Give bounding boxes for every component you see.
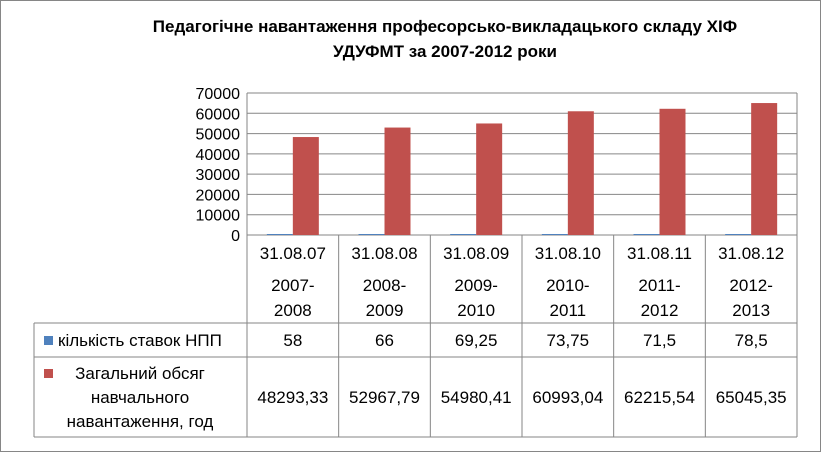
category-year-label: 2009 bbox=[366, 301, 404, 320]
y-tick-label: 60000 bbox=[196, 106, 241, 123]
series-name-label: кількість ставок НПП bbox=[58, 331, 222, 350]
category-date-label: 31.08.11 bbox=[627, 244, 692, 263]
bar-obsyag bbox=[567, 111, 594, 235]
bar-obsyag bbox=[384, 127, 411, 235]
data-value-label: 62215,54 bbox=[624, 388, 695, 407]
y-tick-label: 40000 bbox=[196, 147, 241, 164]
bar-stavky bbox=[541, 234, 568, 235]
legend-key bbox=[44, 369, 53, 378]
data-value-label: 60993,04 bbox=[532, 388, 603, 407]
series-name-label: навантаження, год bbox=[67, 412, 214, 431]
data-value-label: 69,25 bbox=[455, 331, 498, 350]
category-year-label: 2010 bbox=[457, 301, 495, 320]
data-value-label: 65045,35 bbox=[716, 388, 787, 407]
bar-stavky bbox=[450, 234, 477, 235]
category-year-label: 2013 bbox=[732, 301, 770, 320]
category-date-label: 31.08.12 bbox=[718, 244, 784, 263]
bar-obsyag bbox=[659, 108, 686, 235]
chart-title-line1: Педагогічне навантаження професорсько-ви… bbox=[153, 17, 737, 36]
category-year-label: 2011 bbox=[550, 301, 587, 320]
data-value-label: 52967,79 bbox=[349, 388, 420, 407]
y-tick-label: 0 bbox=[231, 228, 240, 245]
category-date-label: 31.08.09 bbox=[443, 244, 509, 263]
bar-stavky bbox=[358, 234, 385, 235]
category-year-label: 2008- bbox=[363, 276, 406, 295]
bar-obsyag bbox=[476, 123, 503, 235]
y-tick-label: 10000 bbox=[196, 208, 241, 225]
y-tick-label: 30000 bbox=[196, 167, 241, 184]
bar-stavky bbox=[725, 234, 752, 235]
series-name-label: навчального bbox=[91, 388, 189, 407]
bar-stavky bbox=[266, 234, 293, 235]
data-value-label: 73,75 bbox=[547, 331, 590, 350]
chart-title-line2: УДУФМТ за 2007-2012 роки bbox=[333, 42, 557, 61]
data-value-label: 78,5 bbox=[735, 331, 768, 350]
category-date-label: 31.08.08 bbox=[351, 244, 417, 263]
series-name-label: Загальний обсяг bbox=[75, 364, 205, 383]
category-date-label: 31.08.10 bbox=[535, 244, 601, 263]
category-year-label: 2007- bbox=[271, 276, 314, 295]
category-year-label: 2011- bbox=[638, 276, 680, 295]
category-year-label: 2010- bbox=[546, 276, 589, 295]
y-tick-label: 50000 bbox=[196, 127, 241, 144]
category-year-label: 2012 bbox=[641, 301, 679, 320]
category-year-label: 2009- bbox=[454, 276, 497, 295]
bar-obsyag bbox=[751, 103, 778, 235]
bars bbox=[266, 103, 778, 235]
category-year-label: 2008 bbox=[274, 301, 312, 320]
data-value-label: 58 bbox=[283, 331, 302, 350]
bar-obsyag bbox=[292, 137, 319, 235]
data-value-label: 48293,33 bbox=[257, 388, 328, 407]
y-tick-label: 20000 bbox=[196, 187, 241, 204]
data-value-label: 66 bbox=[375, 331, 394, 350]
y-tick-label: 70000 bbox=[196, 86, 241, 103]
category-date-label: 31.08.07 bbox=[260, 244, 326, 263]
bar-stavky bbox=[633, 234, 660, 235]
legend-key bbox=[44, 336, 53, 345]
data-value-label: 71,5 bbox=[643, 331, 676, 350]
category-year-label: 2012- bbox=[729, 276, 772, 295]
data-value-label: 54980,41 bbox=[441, 388, 512, 407]
y-axis-ticks: 0 10000 20000 30000 40000 50000 60000 70000 bbox=[196, 86, 241, 245]
data-table: 31.08.07 2007- 2008 31.08.08 2008- 2009 31.08.… bbox=[33, 235, 798, 438]
